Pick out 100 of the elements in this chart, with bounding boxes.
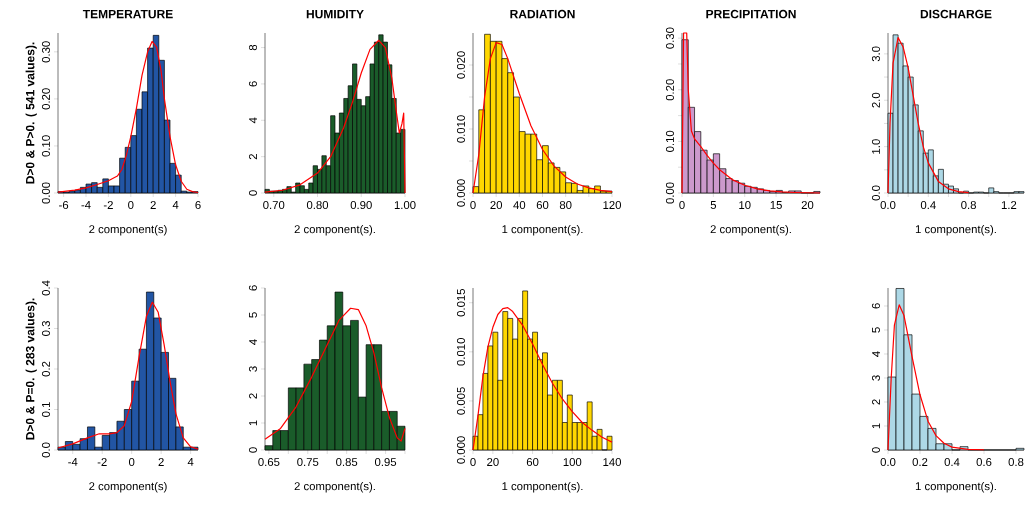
x-tick-label: 0.70 xyxy=(263,201,285,210)
y-tick-label: 8 xyxy=(248,44,257,51)
x-tick-label: 6 xyxy=(195,201,201,210)
chart-title: RADIATION xyxy=(510,9,575,19)
y-tick-label: 1 xyxy=(872,423,880,429)
x-axis-title: 1 component(s). xyxy=(915,481,996,493)
y-tick-label: 0.20 xyxy=(665,79,674,101)
x-axis-title: 2 component(s). xyxy=(294,481,375,493)
x-axis-title: 1 component(s). xyxy=(502,481,583,493)
x-axis-title: 1 component(s). xyxy=(502,224,583,236)
x-tick-label: 1.2 xyxy=(1001,201,1017,209)
x-tick-label: 0.4 xyxy=(920,201,936,210)
y-tick-label: 4 xyxy=(249,339,257,345)
x-axis-title: 1 component(s). xyxy=(915,224,996,236)
y-tick-label: 5 xyxy=(249,312,257,318)
y-tick-label: 4 xyxy=(872,351,880,357)
x-axis-title: 2 component(s) xyxy=(89,481,167,493)
x-tick-label: 0.4 xyxy=(944,458,960,467)
y-tick-label: 6 xyxy=(871,303,880,309)
y-tick-label: 2 xyxy=(249,154,257,160)
y-tick-label: 0.00 xyxy=(41,182,50,204)
x-tick-label: 4 xyxy=(187,458,194,466)
x-tick-label: 20 xyxy=(487,458,499,467)
y-tick-label: 1 xyxy=(249,420,257,426)
x-tick-label: 5 xyxy=(710,201,717,209)
x-tick-label: 40 xyxy=(513,201,526,210)
y-tick-label: 2.0 xyxy=(871,92,880,108)
y-tick-label: 0.30 xyxy=(41,41,50,63)
chart-title: DISCHARGE xyxy=(920,9,992,19)
x-tick-label: 0.85 xyxy=(336,458,358,467)
y-tick-label: 6 xyxy=(248,285,257,291)
y-tick-label: 0 xyxy=(248,447,257,453)
y-tick-label: 0.10 xyxy=(665,130,674,152)
x-tick-label: 80 xyxy=(559,201,572,210)
x-tick-label: 0.8 xyxy=(1008,458,1024,467)
y-tick-label: 1.0 xyxy=(871,139,880,154)
y-tick-label: 0.010 xyxy=(456,338,465,366)
y-tick-label: 3 xyxy=(871,375,880,381)
x-tick-label: 0.2 xyxy=(912,458,928,467)
y-tick-label: 0.000 xyxy=(456,179,465,207)
x-tick-label: -4 xyxy=(68,458,78,466)
y-tick-label: 3.0 xyxy=(871,46,880,62)
x-tick-label: 120 xyxy=(603,201,622,210)
chart-title: TEMPERATURE xyxy=(82,9,173,19)
y-tick-label: 0.3 xyxy=(41,321,50,336)
y-axis-title: D>0 & P=0. ( 283 values). xyxy=(25,298,37,440)
x-tick-label: 20 xyxy=(490,201,503,210)
x-tick-label: 0 xyxy=(470,201,476,210)
x-tick-label: 0.80 xyxy=(306,201,329,210)
x-axis-title: 2 component(s). xyxy=(710,224,791,236)
x-tick-label: 2 xyxy=(158,458,164,466)
y-tick-label: 0.4 xyxy=(41,280,50,296)
x-tick-label: 0.75 xyxy=(297,458,319,467)
x-tick-label: 0 xyxy=(128,201,134,210)
x-tick-label: 0.6 xyxy=(976,458,992,467)
chart-title: PRECIPITATION xyxy=(706,9,796,19)
x-tick-label: 2 xyxy=(150,201,156,209)
x-tick-label: 10 xyxy=(739,201,751,210)
x-tick-label: 0 xyxy=(679,201,685,210)
x-tick-label: 140 xyxy=(603,458,622,467)
y-tick-label: 0.015 xyxy=(456,289,465,317)
x-tick-label: 100 xyxy=(563,458,582,467)
y-tick-label: 5 xyxy=(872,327,880,333)
x-tick-label: 1.00 xyxy=(394,201,416,210)
x-tick-label: 0.65 xyxy=(258,458,280,467)
x-tick-label: 0.0 xyxy=(880,458,896,467)
y-tick-label: 0 xyxy=(248,190,257,196)
y-tick-label: 4 xyxy=(249,117,257,124)
y-tick-label: 2 xyxy=(249,393,257,399)
y-tick-label: 0.005 xyxy=(456,387,465,415)
y-tick-label: 0.000 xyxy=(456,436,465,464)
y-tick-label: 0.020 xyxy=(456,51,465,79)
chart-title: HUMIDITY xyxy=(306,9,364,19)
x-tick-label: 20 xyxy=(801,201,814,210)
x-tick-label: 0 xyxy=(470,458,476,467)
x-tick-label: 0.8 xyxy=(961,201,976,210)
x-axis-title: 2 component(s). xyxy=(294,224,375,236)
x-tick-label: 60 xyxy=(536,201,549,210)
y-tick-label: 0.30 xyxy=(665,27,674,49)
y-tick-label: 0.2 xyxy=(41,361,50,377)
y-tick-label: 2 xyxy=(872,399,880,405)
x-tick-label: 0 xyxy=(128,458,135,467)
x-tick-label: -2 xyxy=(97,458,107,466)
x-tick-label: 0.90 xyxy=(350,201,372,210)
y-tick-label: 6 xyxy=(248,81,257,87)
x-tick-label: -2 xyxy=(103,201,113,209)
y-tick-label: 0.00 xyxy=(665,182,674,204)
y-tick-label: 0.1 xyxy=(41,402,50,417)
y-tick-label: 0.20 xyxy=(41,88,50,110)
y-tick-label: 3 xyxy=(248,366,257,372)
x-tick-label: -6 xyxy=(59,201,69,210)
x-tick-label: 0.0 xyxy=(880,201,896,210)
y-tick-label: 0.10 xyxy=(41,135,50,157)
y-axis-title: D>0 & P>0. ( 541 values). xyxy=(25,42,37,184)
y-tick-label: 0 xyxy=(871,447,880,453)
x-tick-label: 15 xyxy=(770,201,782,209)
x-tick-label: 0.95 xyxy=(374,458,397,467)
x-axis-title: 2 component(s) xyxy=(89,224,167,236)
x-tick-label: 60 xyxy=(526,458,539,467)
y-tick-label: 0.010 xyxy=(456,115,465,143)
